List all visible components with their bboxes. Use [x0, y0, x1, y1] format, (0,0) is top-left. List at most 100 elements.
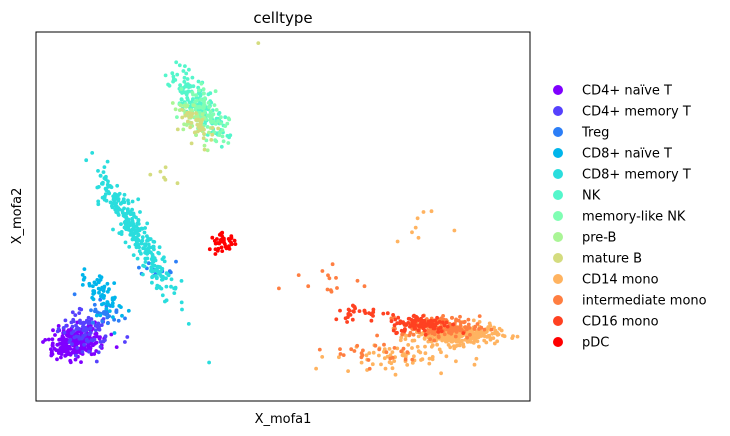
data-point	[405, 363, 410, 367]
legend-label: intermediate mono	[582, 294, 707, 309]
data-point	[415, 216, 420, 221]
data-point	[383, 366, 388, 371]
data-point	[179, 87, 184, 91]
data-point	[96, 199, 101, 204]
data-point	[174, 60, 179, 65]
data-point	[55, 329, 60, 334]
data-point	[226, 141, 231, 145]
data-point	[88, 346, 93, 350]
data-point	[131, 253, 136, 257]
data-point	[450, 315, 454, 320]
data-point	[173, 78, 178, 82]
data-point	[389, 319, 394, 324]
data-point	[456, 339, 461, 344]
data-point	[151, 256, 156, 260]
data-point	[182, 79, 187, 84]
data-point	[337, 355, 341, 360]
data-point	[416, 334, 421, 339]
data-point	[193, 99, 198, 104]
data-point	[52, 347, 57, 351]
data-point	[210, 132, 215, 137]
data-point	[174, 259, 178, 264]
data-point	[185, 84, 190, 89]
data-point	[102, 165, 107, 170]
data-point	[126, 198, 130, 203]
data-point	[143, 242, 147, 247]
data-point	[399, 349, 404, 354]
data-point	[79, 360, 83, 364]
data-point	[97, 290, 101, 295]
data-point	[67, 340, 72, 344]
data-point	[101, 339, 106, 344]
data-point	[454, 359, 458, 364]
data-point	[423, 344, 427, 349]
data-point	[185, 77, 190, 81]
data-point	[74, 353, 78, 358]
data-point	[113, 295, 117, 300]
data-point	[469, 340, 473, 344]
data-point	[73, 340, 78, 344]
data-point	[367, 351, 372, 355]
data-point	[189, 114, 194, 118]
data-point	[216, 246, 221, 251]
data-point	[466, 325, 471, 330]
data-point	[206, 101, 211, 105]
legend-label: CD8+ memory T	[582, 168, 691, 183]
data-point	[75, 320, 80, 325]
data-point	[153, 274, 158, 278]
data-point	[94, 313, 99, 318]
data-point	[216, 119, 221, 123]
data-point	[103, 334, 108, 339]
data-point	[392, 323, 397, 328]
data-point	[501, 333, 505, 338]
data-point	[409, 318, 414, 322]
data-point	[410, 346, 414, 350]
data-point	[94, 359, 99, 364]
data-point	[163, 73, 168, 78]
data-point	[444, 338, 448, 342]
data-point	[177, 63, 182, 68]
data-point	[477, 314, 482, 318]
data-point	[191, 97, 195, 101]
data-point	[175, 72, 180, 77]
legend-label: pre-B	[582, 231, 616, 246]
data-point	[41, 340, 45, 344]
data-point	[101, 289, 106, 293]
data-point	[70, 324, 75, 329]
data-point	[170, 71, 175, 76]
data-point	[97, 336, 102, 341]
data-point	[435, 321, 439, 325]
data-point	[410, 338, 415, 343]
data-point	[220, 128, 225, 133]
data-point	[156, 265, 161, 269]
data-point	[81, 277, 86, 282]
data-point	[207, 247, 212, 252]
data-point	[462, 319, 467, 324]
data-point	[107, 287, 111, 292]
data-point	[220, 230, 225, 235]
data-point	[475, 334, 479, 339]
data-point	[497, 326, 502, 331]
data-point	[491, 336, 496, 340]
data-point	[190, 75, 195, 80]
data-point	[369, 318, 374, 323]
data-point	[217, 133, 222, 138]
data-point	[112, 197, 117, 202]
data-point	[486, 325, 491, 329]
data-point	[136, 197, 141, 202]
data-point	[87, 349, 91, 354]
data-point	[256, 41, 261, 45]
data-point	[202, 91, 206, 96]
data-point	[197, 88, 202, 93]
data-point	[110, 304, 115, 308]
data-point	[104, 198, 109, 203]
data-point	[199, 81, 204, 86]
data-point	[392, 359, 397, 363]
data-point	[314, 366, 318, 371]
data-point	[205, 148, 210, 153]
data-point	[111, 227, 115, 232]
data-point	[320, 355, 325, 359]
data-point	[146, 242, 151, 247]
data-point	[474, 356, 479, 361]
data-point	[92, 302, 97, 307]
